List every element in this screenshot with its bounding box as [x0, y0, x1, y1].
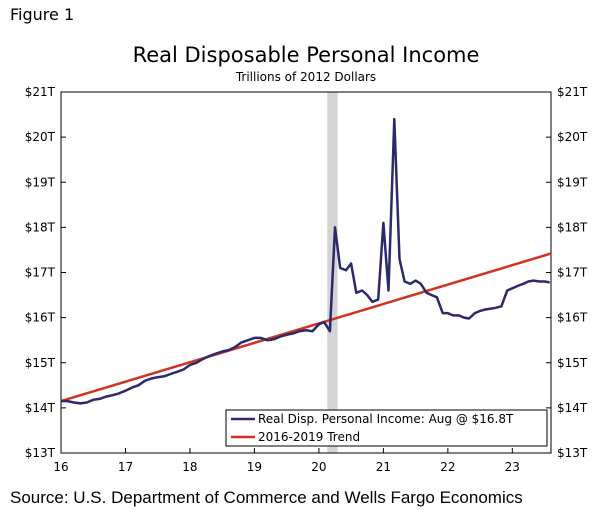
legend-box	[225, 409, 548, 447]
y-tick-label-right: $19T	[557, 175, 588, 189]
y-tick-label-left: $16T	[25, 311, 56, 325]
y-tick-label-right: $16T	[557, 311, 588, 325]
x-tick-label: 22	[440, 460, 455, 474]
y-tick-label-left: $14T	[25, 401, 56, 415]
x-tick-label: 23	[505, 460, 520, 474]
source-note: Source: U.S. Department of Commerce and …	[10, 488, 523, 507]
y-tick-label-right: $15T	[557, 356, 588, 370]
legend-label-trend: 2016-2019 Trend	[258, 430, 360, 444]
chart-subtitle: Trillions of 2012 Dollars	[235, 70, 377, 84]
income-points	[60, 118, 551, 404]
x-tick-label: 20	[311, 460, 326, 474]
x-tick-label: 17	[118, 460, 133, 474]
axis-ticks	[60, 91, 551, 454]
legend-label-income: Real Disp. Personal Income: Aug @ $16.8T	[258, 412, 514, 426]
y-tick-label-right: $14T	[557, 401, 588, 415]
chart-title: Real Disposable Personal Income	[132, 43, 480, 67]
trend-line	[60, 252, 552, 403]
y-tick-label-left: $18T	[25, 220, 56, 234]
x-tick-label: 21	[376, 460, 391, 474]
y-tick-label-right: $20T	[557, 130, 588, 144]
income-line	[61, 117, 550, 405]
y-tick-label-left: $15T	[25, 356, 56, 370]
y-tick-label-right: $18T	[557, 220, 588, 234]
legend: Real Disp. Personal Income: Aug @ $16.8T…	[225, 409, 548, 447]
plot-area-border	[60, 91, 552, 454]
x-tick-label: 18	[182, 460, 197, 474]
x-tick-label: 16	[53, 460, 68, 474]
y-tick-label-right: $13T	[557, 446, 588, 460]
y-tick-label-left: $19T	[25, 175, 56, 189]
y-tick-label-right: $21T	[557, 85, 588, 99]
figure-label: Figure 1	[10, 5, 75, 24]
y-tick-label-left: $13T	[25, 446, 56, 460]
y-tick-label-left: $20T	[25, 130, 56, 144]
y-tick-label-left: $21T	[25, 85, 56, 99]
y-tick-label-left: $17T	[25, 266, 56, 280]
y-tick-label-right: $17T	[557, 266, 588, 280]
x-tick-label: 19	[247, 460, 262, 474]
